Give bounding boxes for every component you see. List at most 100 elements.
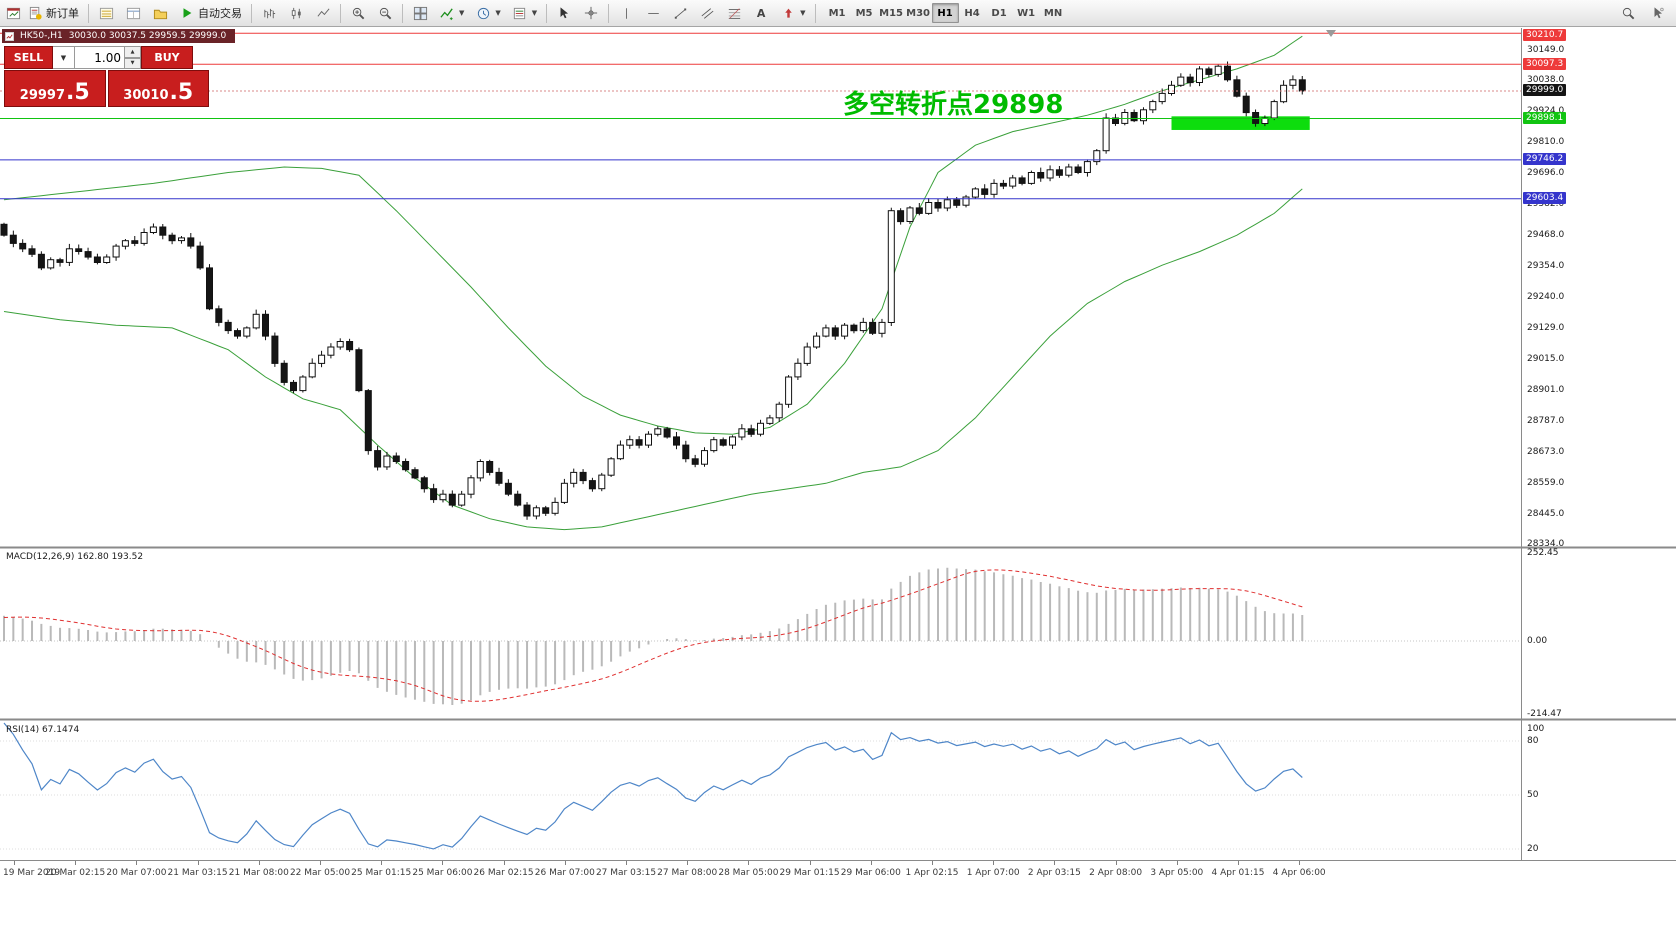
- time-axis-tick: [809, 861, 811, 865]
- rsi-indicator-label: RSI(14) 67.1474: [6, 725, 80, 735]
- price-scale-label: 29468.0: [1527, 230, 1565, 241]
- time-axis-tick: [320, 861, 321, 865]
- time-axis-label: 1 Apr 02:15: [905, 868, 959, 878]
- channel-icon: [699, 5, 715, 21]
- time-axis-tick: [381, 861, 383, 865]
- price-scale-label: 28787.0: [1527, 415, 1565, 426]
- periods-button[interactable]: ▼: [470, 2, 505, 24]
- zoom-out-button[interactable]: [372, 2, 398, 24]
- time-axis-tick: [932, 861, 933, 865]
- timeframe-h1[interactable]: H1: [931, 3, 959, 23]
- candlestick-chart-button[interactable]: [283, 2, 309, 24]
- timeframe-h4[interactable]: H4: [964, 7, 980, 19]
- sell-price[interactable]: 29997.5: [4, 70, 106, 107]
- timeframe-w1[interactable]: W1: [1017, 7, 1036, 19]
- time-axis-label: 29 Mar 01:15: [779, 868, 840, 878]
- time-axis-tick: [870, 861, 872, 865]
- vertical-line-button[interactable]: [613, 2, 639, 24]
- timeframe-m15[interactable]: M15: [879, 7, 903, 19]
- market-watch-button[interactable]: [93, 2, 119, 24]
- time-axis-label: 29 Mar 06:00: [840, 868, 901, 878]
- indicators-button[interactable]: ▼: [434, 2, 469, 24]
- time-axis-tick: [258, 861, 260, 865]
- horizontal-line-button[interactable]: [640, 2, 666, 24]
- cursor-button[interactable]: [551, 2, 577, 24]
- green-zone-rectangle[interactable]: [1171, 116, 1310, 130]
- time-axis-tick: [687, 861, 689, 865]
- time-axis-label: 22 Mar 05:00: [289, 868, 351, 878]
- text-button[interactable]: A: [748, 2, 774, 24]
- time-axis-label: 25 Mar 01:15: [351, 868, 412, 878]
- time-axis-tick: [1238, 861, 1239, 865]
- macd-scale-label: 252.45: [1527, 548, 1559, 559]
- zoom-in-button[interactable]: [345, 2, 371, 24]
- chart-shift-marker[interactable]: [1326, 30, 1336, 37]
- time-axis-tick: [14, 861, 15, 865]
- cursor-icon: [556, 5, 572, 21]
- time-axis-label: 20 Mar 02:15: [45, 868, 106, 878]
- arrows-button[interactable]: ▼: [775, 2, 810, 24]
- tile-windows-icon: [412, 5, 428, 21]
- volume-decrease-button[interactable]: ▼: [125, 57, 141, 69]
- time-axis-tick: [564, 861, 566, 865]
- volume-dropdown[interactable]: ▼: [53, 46, 75, 69]
- chevron-down-icon: ▼: [800, 9, 806, 17]
- crosshair-button[interactable]: [578, 2, 604, 24]
- time-axis-label: 3 Apr 05:00: [1150, 868, 1204, 878]
- chevron-down-icon: ▼: [60, 53, 67, 62]
- templates-button[interactable]: ▼: [507, 2, 542, 24]
- navigator-button[interactable]: [147, 2, 173, 24]
- crosshair-icon: [583, 5, 599, 21]
- price-scale-label: 28673.0: [1527, 446, 1565, 457]
- price-scale: 30149.0 30038.0 29924.0 29810.0 29696.0 29582…: [1522, 0, 1676, 948]
- search-button[interactable]: [1615, 2, 1641, 24]
- bollinger-lower-band[interactable]: [3, 188, 1303, 531]
- timeframe-m5[interactable]: M5: [855, 7, 873, 19]
- periods-icon: [475, 5, 491, 21]
- time-axis-tick: [993, 861, 995, 865]
- macd-signal-line: [3, 569, 1303, 702]
- timeframe-m1[interactable]: M1: [828, 7, 846, 19]
- rsi-scale-label: 100: [1527, 724, 1545, 734]
- timeframe-m30[interactable]: M30: [906, 7, 930, 19]
- auto-trading-button[interactable]: 自动交易: [174, 2, 247, 24]
- price-badge-red: 30210.7: [1523, 29, 1567, 41]
- price-scale-label: 29582.0: [1527, 199, 1565, 210]
- time-axis-label: 21 Mar 03:15: [167, 868, 228, 878]
- price-scale-label: 28334.0: [1527, 539, 1565, 550]
- chart-annotation-text[interactable]: 多空转折点29898: [843, 90, 1064, 120]
- price-badge-blue: 29746.2: [1523, 153, 1567, 166]
- timeframe-mn[interactable]: MN: [1043, 7, 1063, 19]
- arrow-shape-icon: [780, 5, 796, 21]
- timeframe-d1[interactable]: D1: [991, 7, 1007, 19]
- bar-chart-button[interactable]: [256, 2, 282, 24]
- buy-price[interactable]: 30010.5: [107, 70, 209, 107]
- bollinger-upper-band[interactable]: [3, 35, 1303, 435]
- channel-button[interactable]: [694, 2, 720, 24]
- data-window-icon: [125, 5, 141, 21]
- sell-button[interactable]: SELL: [4, 46, 53, 69]
- templates-icon: [512, 5, 528, 21]
- data-window-button[interactable]: [120, 2, 146, 24]
- toolbar-separator: [340, 3, 341, 23]
- main-chart-layer: [0, 35, 1310, 531]
- tile-windows-button[interactable]: [407, 2, 433, 24]
- chevron-down-icon: ▼: [459, 9, 465, 17]
- time-axis-tick: [1115, 861, 1117, 865]
- pointer-tool-button[interactable]: [1645, 2, 1671, 24]
- price-scale-label: 30038.0: [1527, 74, 1565, 85]
- macd-indicator-label: MACD(12,26,9) 162.80 193.52: [6, 552, 144, 562]
- price-scale-label: 28559.0: [1527, 478, 1565, 489]
- buy-button[interactable]: BUY: [141, 46, 193, 69]
- chart-title-bar[interactable]: HK50-,H1 30030.0 30037.5 29959.5 29999.0: [2, 29, 236, 43]
- price-scale-label: 29240.0: [1527, 292, 1565, 303]
- time-axis-label: 27 Mar 03:15: [595, 868, 657, 878]
- trendline-button[interactable]: [667, 2, 693, 24]
- volume-input[interactable]: [75, 46, 125, 69]
- volume-increase-button[interactable]: ▲: [125, 46, 141, 58]
- new-order-button[interactable]: 新订单: [22, 2, 84, 24]
- fibonacci-button[interactable]: [721, 2, 747, 24]
- line-chart-button[interactable]: [310, 2, 336, 24]
- time-axis-label: 21 Mar 08:00: [228, 868, 289, 878]
